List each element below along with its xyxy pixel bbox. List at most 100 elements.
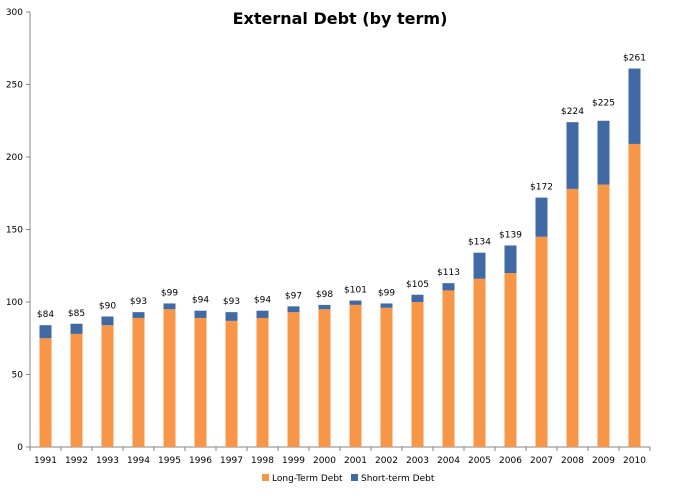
bar-segment-long-term (473, 278, 486, 447)
bar-segment-short-term (380, 303, 393, 308)
y-tick-label: 200 (6, 153, 23, 163)
x-tick-label: 2010 (623, 456, 646, 466)
axes-layer: 0 50 100 150 200 250 300 1991 1992 1993 1994 1995 19… (6, 8, 651, 466)
bar-segment-long-term (256, 317, 269, 447)
y-tick-label: 250 (6, 81, 23, 91)
x-tick-label: 2005 (468, 456, 491, 466)
data-label: $105 (406, 280, 429, 290)
legend-item-long-term: Long-Term Debt (262, 474, 343, 484)
bar-segment-long-term (318, 309, 331, 447)
data-label: $93 (130, 297, 147, 307)
bar-segment-short-term (628, 68, 641, 144)
x-tick-label: 1995 (158, 456, 181, 466)
bar-segment-short-term (597, 120, 610, 185)
data-label: $84 (37, 310, 54, 320)
bar-segment-short-term (566, 122, 579, 189)
data-label: $85 (68, 309, 85, 319)
legend-label: Long-Term Debt (272, 474, 343, 484)
legend: Long-Term Debt Short-term Debt (262, 474, 435, 484)
x-tick-label: 1994 (127, 456, 150, 466)
bar-segment-short-term (442, 283, 455, 291)
bar-segment-long-term (628, 143, 641, 447)
x-tick-label: 1992 (65, 456, 88, 466)
bar-segment-long-term (132, 317, 145, 447)
x-tick-label: 1993 (96, 456, 119, 466)
bar-segment-short-term (225, 312, 238, 321)
bar-segment-short-term (349, 300, 362, 305)
bar-segment-short-term (70, 323, 83, 334)
x-tick-label: 2003 (406, 456, 429, 466)
legend-swatch (351, 474, 358, 481)
x-tick-label: 1991 (34, 456, 57, 466)
bar-segment-long-term (287, 312, 300, 447)
y-tick-label: 100 (6, 298, 23, 308)
bar-segment-short-term (535, 197, 548, 237)
bar-segment-long-term (442, 290, 455, 447)
x-tick-label: 2009 (592, 456, 615, 466)
bar-segment-long-term (349, 304, 362, 447)
data-label: $134 (468, 238, 491, 248)
bar-segment-short-term (132, 312, 145, 318)
bar-segment-short-term (504, 245, 517, 273)
data-label: $97 (285, 291, 302, 301)
bar-segment-short-term (101, 316, 114, 326)
x-tick-label: 1996 (189, 456, 212, 466)
data-label: $139 (499, 230, 522, 240)
x-tick-label: 2007 (530, 456, 553, 466)
bar-segment-short-term (318, 304, 331, 310)
x-tick-label: 2004 (437, 456, 460, 466)
data-label: $99 (378, 288, 395, 298)
bar-segment-long-term (194, 317, 207, 447)
bar-segment-long-term (39, 338, 52, 447)
y-tick-label: 300 (6, 8, 23, 18)
bar-segment-long-term (225, 320, 238, 447)
legend-item-short-term: Short-term Debt (351, 474, 435, 484)
x-tick-label: 2002 (375, 456, 398, 466)
data-label: $99 (161, 288, 178, 298)
legend-swatch (262, 474, 269, 481)
bar-segment-long-term (504, 273, 517, 447)
data-label: $90 (99, 302, 116, 312)
bar-segment-long-term (163, 309, 176, 447)
bar-segment-long-term (70, 333, 83, 447)
x-tick-label: 2006 (499, 456, 522, 466)
bar-segment-long-term (535, 236, 548, 447)
x-tick-label: 2008 (561, 456, 584, 466)
bar-segment-short-term (411, 294, 424, 302)
data-label: $261 (623, 54, 646, 64)
chart-title: External Debt (by term) (233, 9, 448, 28)
y-tick-label: 150 (6, 226, 23, 236)
bar-segment-long-term (566, 188, 579, 447)
x-tick-label: 1999 (282, 456, 305, 466)
bar-segment-short-term (39, 325, 52, 339)
bar-segment-short-term (256, 310, 269, 318)
data-label: $225 (592, 99, 615, 109)
y-tick-label: 50 (12, 371, 24, 381)
data-label: $94 (254, 296, 271, 306)
data-label: $93 (223, 297, 240, 307)
bar-segment-long-term (101, 325, 114, 447)
bar-segment-long-term (411, 302, 424, 447)
x-tick-label: 1998 (251, 456, 274, 466)
x-tick-label: 2001 (344, 456, 367, 466)
data-label: $94 (192, 296, 209, 306)
labels-layer: $84 $85 $90 $93 $99 $94 $93 $94 $97 $98 $101 $99 $10… (37, 54, 646, 321)
y-tick-label: 0 (17, 443, 23, 453)
bar-segment-short-term (194, 310, 207, 318)
bar-segment-short-term (473, 252, 486, 279)
data-label: $113 (437, 268, 460, 278)
bar-segment-short-term (163, 303, 176, 310)
data-label: $172 (530, 183, 553, 193)
bar-segment-long-term (380, 307, 393, 447)
data-label: $224 (561, 107, 584, 117)
bar-segment-long-term (597, 184, 610, 448)
data-label: $101 (344, 286, 367, 296)
bars-layer (39, 68, 641, 448)
bar-segment-short-term (287, 306, 300, 313)
legend-label: Short-term Debt (361, 474, 435, 484)
data-label: $98 (316, 290, 333, 300)
x-tick-label: 1997 (220, 456, 243, 466)
x-tick-label: 2000 (313, 456, 336, 466)
